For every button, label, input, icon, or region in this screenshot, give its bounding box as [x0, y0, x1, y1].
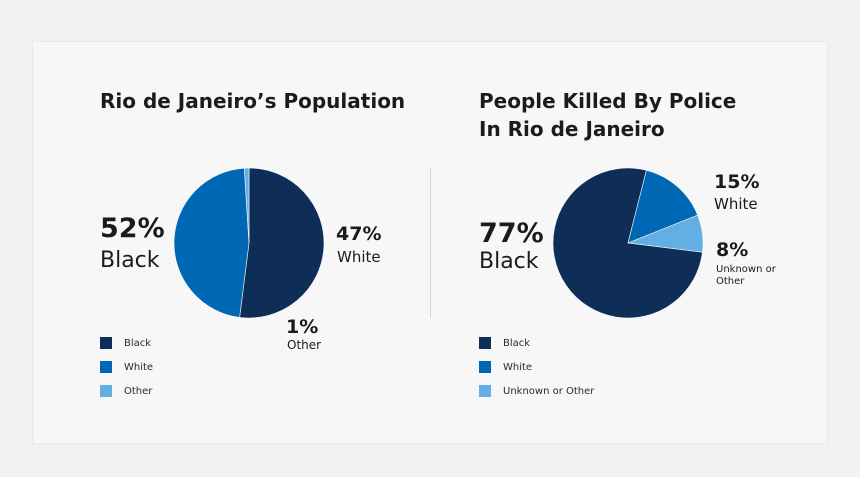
other-swatch — [100, 385, 112, 397]
population-legend: Black White Other — [100, 335, 153, 407]
legend-item-black: Black — [479, 335, 594, 351]
legend-item-unknown-or-other: Unknown or Other — [479, 383, 594, 399]
legend-label-white: White — [124, 361, 154, 373]
population-black-percent: 52% — [100, 213, 165, 244]
black-swatch — [100, 337, 112, 349]
legend-label-black: Black — [503, 337, 531, 349]
population-other-label: Other — [287, 338, 322, 352]
white-swatch — [479, 361, 491, 373]
pie-slice-black — [239, 167, 325, 319]
police-black-label: Black — [479, 249, 539, 274]
legend-item-black: Black — [100, 335, 153, 351]
police-other-percent: 8% — [716, 239, 749, 261]
legend-label-other: Other — [124, 385, 153, 397]
population-white-percent: 47% — [336, 223, 382, 245]
legend-label-white: White — [503, 361, 533, 373]
police-title-line-2: In Rio de Janeiro — [479, 117, 665, 141]
black-swatch — [479, 337, 491, 349]
chart-divider — [430, 168, 431, 318]
legend-label-black: Black — [124, 337, 152, 349]
population-white-label: White — [337, 248, 381, 266]
police-killings-chart-title: People Killed By Police In Rio de Janeir… — [479, 87, 736, 143]
legend-item-other: Other — [100, 383, 153, 399]
police-other-label: Unknown or Other — [716, 264, 776, 287]
police-title-line-1: People Killed By Police — [479, 89, 737, 113]
pie-slice-unknown-or-other — [627, 214, 704, 253]
police-white-label: White — [714, 195, 758, 213]
police-legend: Black White Unknown or Other — [479, 335, 594, 407]
unknown-or-other-swatch — [479, 385, 491, 397]
legend-item-white: White — [100, 359, 153, 375]
population-other-percent: 1% — [286, 316, 319, 338]
police-white-percent: 15% — [714, 171, 760, 193]
legend-item-white: White — [479, 359, 594, 375]
pie-slice-white — [173, 167, 250, 318]
population-title-line: Rio de Janeiro’s Population — [100, 89, 406, 113]
population-pie-chart — [173, 167, 325, 319]
police-black-percent: 77% — [479, 218, 544, 249]
population-chart-title: Rio de Janeiro’s Population — [100, 87, 405, 115]
population-black-label: Black — [100, 248, 160, 273]
police-killings-pie-chart — [552, 167, 704, 319]
white-swatch — [100, 361, 112, 373]
legend-label-unknown-or-other: Unknown or Other — [503, 385, 595, 397]
pie-slice-white — [627, 169, 699, 244]
pie-slice-other — [243, 167, 250, 244]
